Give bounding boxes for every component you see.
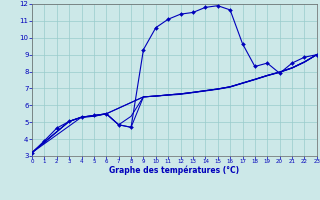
X-axis label: Graphe des températures (°C): Graphe des températures (°C) <box>109 166 239 175</box>
